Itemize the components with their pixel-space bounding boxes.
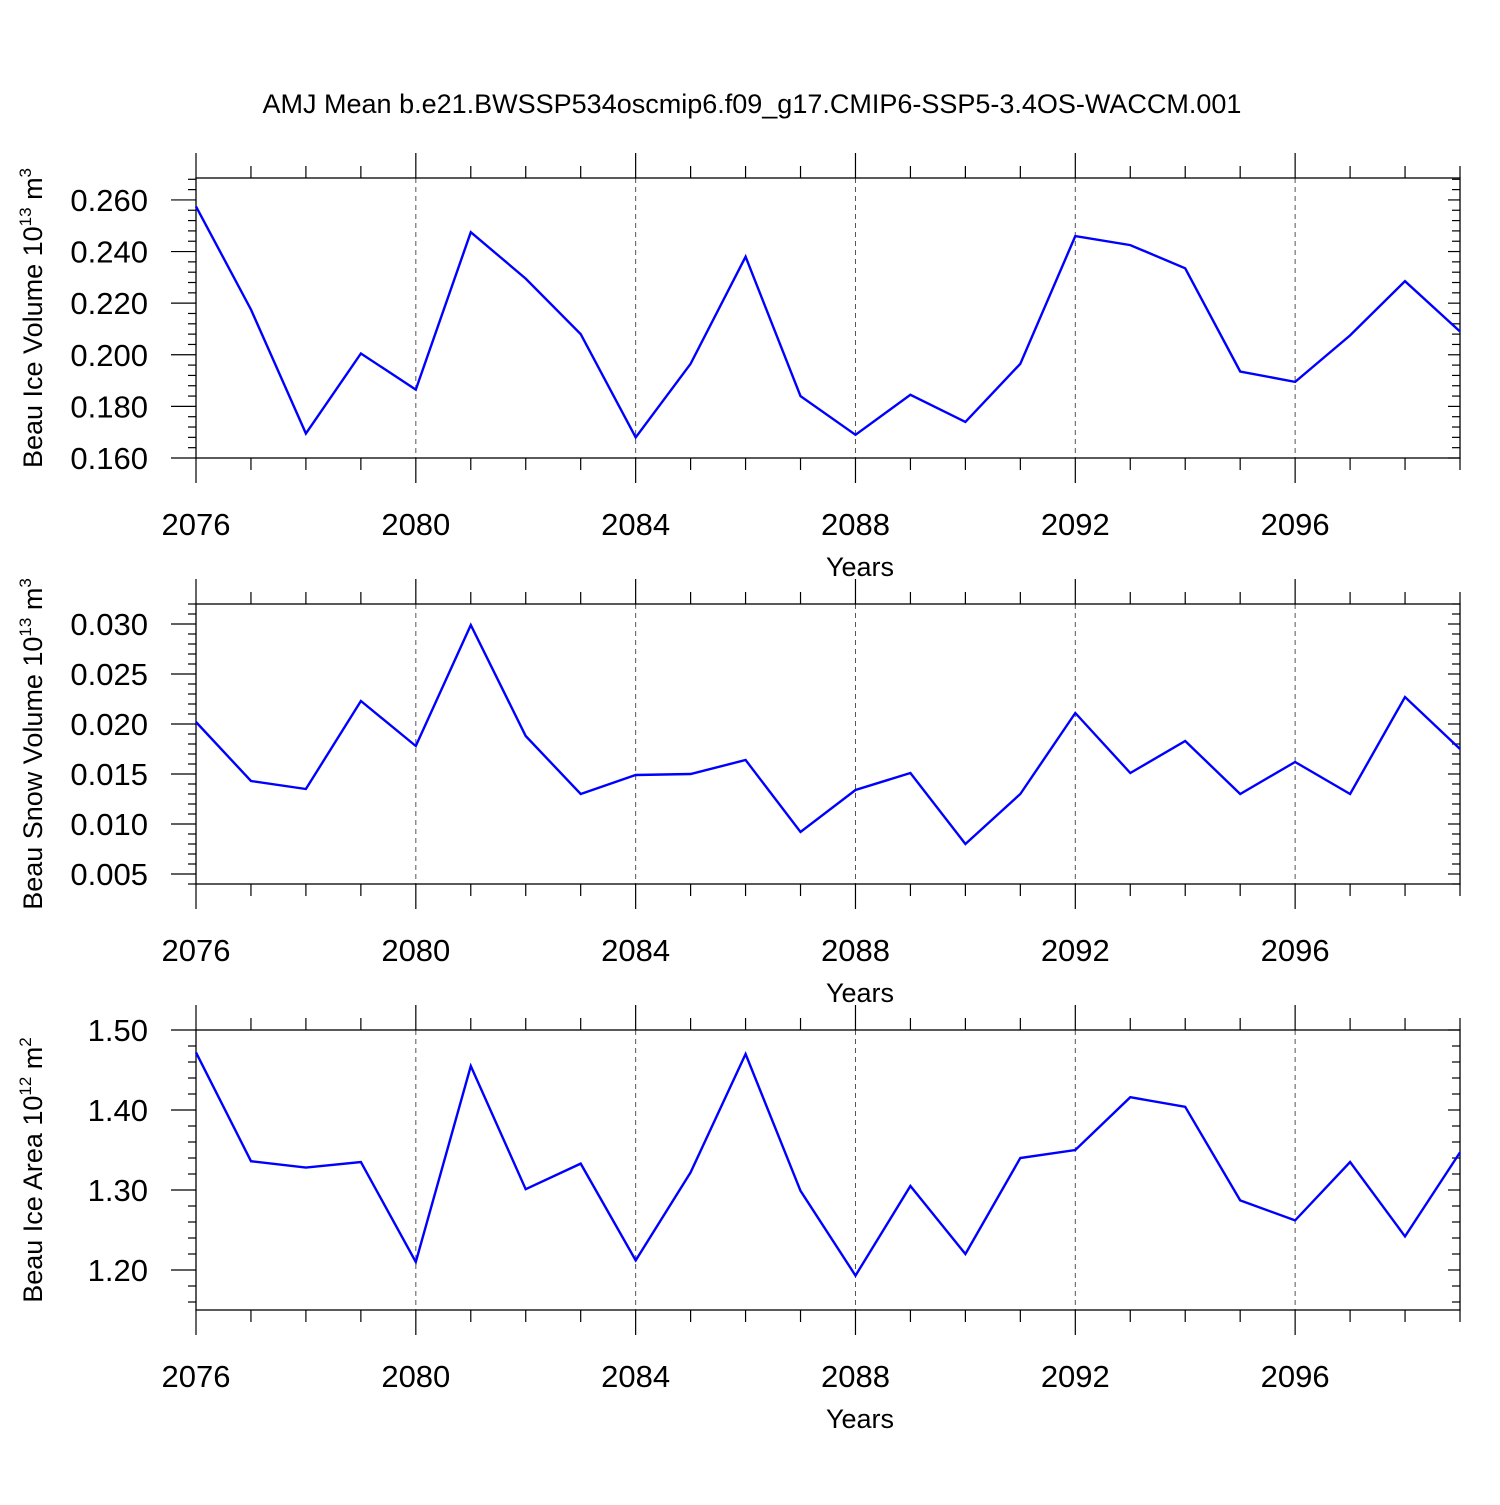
- x-tick-label: 2088: [821, 1359, 890, 1394]
- x-tick-label: 2092: [1041, 507, 1110, 542]
- x-tick-label: 2080: [381, 1359, 450, 1394]
- x-axis-label: Years: [826, 1404, 894, 1434]
- x-tick-label: 2076: [162, 933, 231, 968]
- series-line: [194, 1050, 1462, 1278]
- y-tick-label: 0.220: [70, 286, 148, 321]
- x-tick-label: 2096: [1261, 1359, 1330, 1394]
- x-tick-label: 2092: [1041, 1359, 1110, 1394]
- series-line: [194, 205, 1461, 440]
- y-tick-label: 1.20: [88, 1253, 148, 1288]
- plot-frame: [195, 177, 1461, 459]
- x-axis-label: Years: [826, 552, 894, 582]
- y-tick-label: 0.020: [70, 707, 148, 742]
- y-tick-label: 0.180: [70, 389, 148, 424]
- x-axis-label: Years: [826, 978, 894, 1008]
- x-tick-label: 2088: [821, 933, 890, 968]
- y-tick-label: 0.015: [70, 757, 148, 792]
- x-tick-label: 2076: [162, 507, 231, 542]
- y-tick-label: 0.005: [70, 857, 148, 892]
- y-tick-label: 0.240: [70, 235, 148, 270]
- y-tick-label: 0.010: [70, 807, 148, 842]
- panel-2: 2076 2080 2084 2088 2092 2096 0.005 0.010 0.015 0…: [16, 578, 1461, 1008]
- x-tick-label: 2084: [601, 507, 670, 542]
- x-tick-label: 2080: [381, 507, 450, 542]
- y-tick-label: 1.40: [88, 1093, 148, 1128]
- y-tick-label: 0.025: [70, 657, 148, 692]
- y-axis-label: Beau Ice Volume 1013 m3: [16, 168, 48, 468]
- x-tick-label: 2084: [601, 1359, 670, 1394]
- panel-3: 2076 2080 2084 2088 2092 2096 1.20 1.30 1.40 1.50…: [16, 1005, 1462, 1434]
- x-tick-label: 2092: [1041, 933, 1110, 968]
- plot-frame: [195, 603, 1461, 885]
- panel-1: 2076 2080 2084 2088 2092 2096 0.160 0.180 0.200 0…: [16, 153, 1461, 582]
- x-tick-label: 2096: [1261, 507, 1330, 542]
- y-axis-label: Beau Ice Area 1012 m2: [16, 1037, 48, 1303]
- x-tick-label: 2088: [821, 507, 890, 542]
- series-line: [195, 622, 1461, 846]
- plot-frame: [195, 1029, 1461, 1311]
- x-tick-label: 2096: [1261, 933, 1330, 968]
- chart-title: AMJ Mean b.e21.BWSSP534oscmip6.f09_g17.C…: [263, 89, 1242, 119]
- y-tick-label: 0.200: [70, 338, 148, 373]
- y-tick-label: 0.260: [70, 183, 148, 218]
- x-tick-label: 2076: [162, 1359, 231, 1394]
- x-tick-label: 2080: [381, 933, 450, 968]
- y-tick-label: 1.50: [88, 1013, 148, 1048]
- y-axis-label: Beau Snow Volume 1013 m3: [16, 578, 48, 910]
- x-tick-label: 2084: [601, 933, 670, 968]
- y-tick-label: 0.030: [70, 607, 148, 642]
- y-tick-label: 1.30: [88, 1173, 148, 1208]
- y-tick-label: 0.160: [70, 441, 148, 476]
